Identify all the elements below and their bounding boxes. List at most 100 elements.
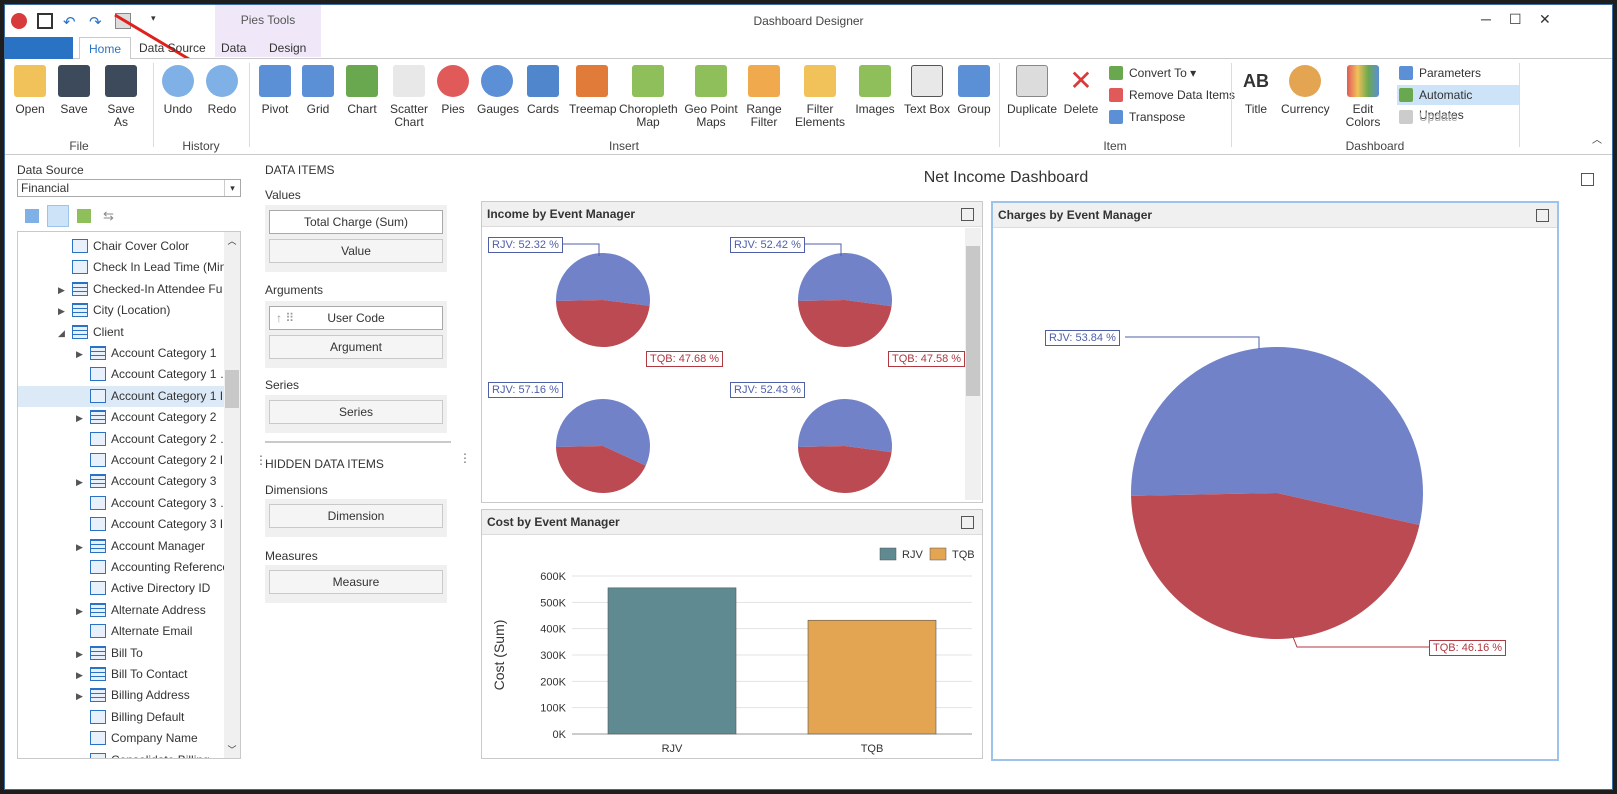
save-button[interactable]: Save: [57, 65, 91, 116]
tree-node[interactable]: Account Category 1 …: [18, 364, 224, 385]
tree-node[interactable]: Billing Default: [18, 707, 224, 728]
pies-button[interactable]: Pies: [435, 65, 471, 116]
undo-button[interactable]: Undo: [159, 65, 197, 116]
tree-node[interactable]: Account Category 2 I…: [18, 450, 224, 471]
edit-colors-button[interactable]: Edit Colors: [1335, 65, 1391, 129]
close-button[interactable]: ✕: [1539, 11, 1551, 27]
grid-button[interactable]: Grid: [301, 65, 335, 116]
delete-button[interactable]: ✕ Delete: [1061, 65, 1101, 116]
scatter-chart-button[interactable]: Scatter Chart: [387, 65, 431, 129]
tree-node[interactable]: ▶ Bill To Contact: [18, 664, 224, 685]
tree-node[interactable]: Alternate Email: [18, 621, 224, 642]
tree-node[interactable]: ▶ Account Category 1: [18, 343, 224, 364]
currency-button[interactable]: Currency: [1281, 65, 1330, 116]
expand-toggle-icon[interactable]: ▶: [76, 541, 83, 552]
images-button[interactable]: Images: [855, 65, 895, 116]
open-button[interactable]: Open: [13, 65, 47, 116]
parameters-button[interactable]: Parameters: [1397, 63, 1481, 83]
file-tab[interactable]: [5, 37, 73, 59]
collapse-ribbon-icon[interactable]: ︿: [1592, 135, 1602, 146]
transpose-button[interactable]: Transpose: [1107, 107, 1185, 127]
tree-node[interactable]: Account Category 1 I…: [18, 385, 224, 407]
expand-toggle-icon[interactable]: ▶: [76, 605, 83, 616]
redo-button[interactable]: Redo: [203, 65, 241, 116]
collapse-all-icon[interactable]: [25, 209, 39, 223]
sort-up-icon[interactable]: ↑ ⠿: [276, 311, 295, 325]
tree-node[interactable]: ▶ Account Category 2: [18, 407, 224, 428]
cards-button[interactable]: Cards: [525, 65, 561, 116]
tree-node[interactable]: ◢ Client: [18, 322, 224, 343]
value-placeholder[interactable]: Value: [269, 239, 443, 263]
value-item-total-charge[interactable]: Total Charge (Sum): [269, 210, 443, 234]
tree-node[interactable]: ▶ City (Location): [18, 300, 224, 321]
maximize-button[interactable]: ☐: [1509, 11, 1522, 27]
measure-placeholder[interactable]: Measure: [269, 570, 443, 594]
expand-toggle-icon[interactable]: ▶: [76, 670, 83, 680]
treemap-button[interactable]: Treemap: [569, 65, 617, 116]
convert-to-button[interactable]: Convert To ▾: [1107, 63, 1196, 83]
title-button[interactable]: AB Title: [1239, 65, 1273, 116]
range-filter-button[interactable]: Range Filter: [743, 65, 785, 129]
customize-qat-icon[interactable]: ▾: [151, 13, 156, 23]
swap-icon[interactable]: ⇆: [103, 208, 114, 223]
splitter-grip[interactable]: ⋮: [459, 451, 471, 465]
export-icon[interactable]: [1536, 209, 1549, 222]
pies-scrollbar[interactable]: [965, 228, 981, 500]
tab-design[interactable]: Design: [269, 41, 307, 55]
duplicate-button[interactable]: Duplicate: [1007, 65, 1057, 116]
geo-point-maps-button[interactable]: Geo Point Maps: [683, 65, 739, 129]
tree-node[interactable]: Company Name: [18, 728, 224, 749]
expand-toggle-icon[interactable]: ▶: [58, 284, 65, 295]
tree-node[interactable]: Check In Lead Time (Minu…: [18, 257, 224, 278]
expand-toggle-icon[interactable]: ▶: [76, 349, 83, 359]
argument-placeholder[interactable]: Argument: [269, 335, 443, 359]
undo-icon[interactable]: ↶: [63, 14, 76, 31]
scroll-down-icon[interactable]: ﹀: [227, 745, 237, 755]
expand-toggle-icon[interactable]: ▶: [76, 477, 83, 488]
tree-node[interactable]: ▶ Bill To: [18, 643, 224, 664]
tree-node[interactable]: ▶ Billing Address: [18, 685, 224, 706]
tab-data[interactable]: Data: [221, 41, 247, 55]
tree-node[interactable]: Consolidate Billing: [18, 750, 224, 758]
sort-group-icon[interactable]: [47, 205, 69, 227]
argument-item-user-code[interactable]: ↑ ⠿ User Code: [269, 306, 443, 330]
tab-data-source[interactable]: Data Source: [139, 41, 206, 55]
charges-pie-panel[interactable]: Charges by Event Manager RJV: 53.84 % TQ…: [991, 201, 1559, 761]
filter-elements-button[interactable]: Filter Elements: [791, 65, 849, 129]
tree-node[interactable]: ▶ Account Manager: [18, 536, 224, 557]
tree-node[interactable]: ▶ Checked-In Attendee Fu…: [18, 279, 224, 300]
group-button[interactable]: Group: [955, 65, 993, 116]
choropleth-map-button[interactable]: Choropleth Map: [619, 65, 678, 129]
pivot-button[interactable]: Pivot: [257, 65, 293, 116]
automatic-updates-toggle[interactable]: Automatic Updates: [1397, 85, 1519, 122]
save-as-button[interactable]: Save As: [99, 65, 143, 129]
series-placeholder[interactable]: Series: [269, 400, 443, 424]
income-pies-panel[interactable]: Income by Event Manager RJV: 52.32 % TQB…: [481, 201, 983, 503]
scrollbar-thumb[interactable]: [966, 246, 980, 396]
redo-icon[interactable]: ↷: [89, 14, 102, 31]
remove-data-items-button[interactable]: Remove Data Items: [1107, 85, 1235, 105]
chart-button[interactable]: Chart: [343, 65, 381, 116]
splitter-grip[interactable]: ⋮: [255, 453, 267, 467]
tree-node[interactable]: Account Category 3 I…: [18, 514, 224, 535]
tree-node[interactable]: ▶ Alternate Address: [18, 600, 224, 621]
expand-toggle-icon[interactable]: ▶: [76, 413, 83, 424]
data-source-select[interactable]: Financial ▾: [17, 179, 241, 197]
tree-node[interactable]: Accounting Reference: [18, 557, 224, 578]
expand-toggle-icon[interactable]: ▶: [58, 306, 65, 317]
tab-home[interactable]: Home: [79, 37, 132, 60]
tree-node[interactable]: ▶ Account Category 3: [18, 471, 224, 492]
export-icon[interactable]: [961, 516, 974, 529]
save-icon[interactable]: [37, 13, 53, 29]
cost-bar-panel[interactable]: Cost by Event Manager 0K 100K 200K 300K 400K…: [481, 509, 983, 759]
export-dashboard-icon[interactable]: [1581, 173, 1594, 186]
tree-node[interactable]: Account Category 3 …: [18, 493, 224, 514]
dimension-placeholder[interactable]: Dimension: [269, 504, 443, 528]
tree-scrollbar[interactable]: ︿ ﹀: [224, 232, 240, 758]
expand-toggle-icon[interactable]: ▶: [76, 648, 83, 659]
expand-toggle-icon[interactable]: ▶: [76, 691, 83, 702]
text-box-button[interactable]: Text Box: [903, 65, 951, 116]
export-icon[interactable]: [961, 208, 974, 221]
scroll-up-icon[interactable]: ︿: [227, 236, 237, 246]
tree-node[interactable]: Chair Cover Color: [18, 236, 224, 257]
